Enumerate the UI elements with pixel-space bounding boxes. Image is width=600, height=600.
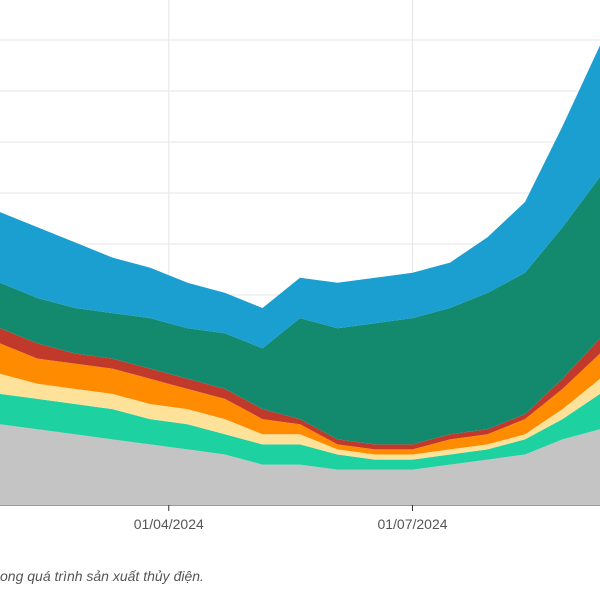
stacked-area-chart: 01/04/2024 01/07/2024 [0, 0, 600, 532]
area-series-7 [0, 45, 600, 349]
area-series-2 [0, 393, 600, 470]
area-series-6 [0, 176, 600, 445]
area-series-3 [0, 373, 600, 460]
x-tick-label: 01/04/2024 [134, 516, 204, 532]
chart-x-ticks: 01/04/2024 01/07/2024 [134, 505, 448, 532]
x-tick-label: 01/07/2024 [377, 516, 447, 532]
chart-areas [0, 45, 600, 505]
area-series-4 [0, 343, 600, 455]
chart-caption: ong quá trình sản xuất thủy điện. [0, 568, 204, 584]
